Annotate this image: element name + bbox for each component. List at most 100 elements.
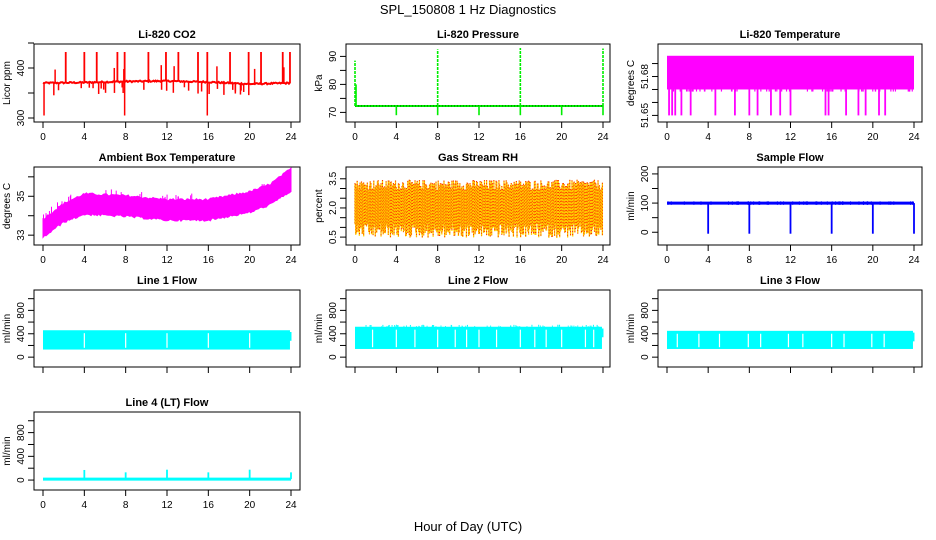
x-tick-label: 4 — [705, 132, 711, 143]
panel-line-3-flow: Line 3 Flow ml/min 0 400 800 — [626, 275, 923, 373]
panel-title: Line 3 Flow — [760, 275, 820, 287]
x-tick-label: 4 — [394, 132, 400, 143]
y-tick-label: 800 — [16, 424, 27, 441]
x-tick-label: 16 — [203, 255, 215, 266]
y-axis-label: ml/min — [626, 314, 637, 343]
x-tick-label: 16 — [203, 500, 215, 511]
x-tick-label: 8 — [123, 132, 129, 143]
x-tick-label: 4 — [82, 255, 88, 266]
x-tick-label: 4 — [705, 255, 711, 266]
x-tick-label: 16 — [515, 255, 527, 266]
x-tick-label: 8 — [435, 132, 441, 143]
band-area — [42, 166, 292, 239]
x-tick-label: 16 — [515, 132, 527, 143]
x-tick-label: 4 — [82, 132, 88, 143]
plot-box — [345, 289, 611, 368]
x-tick-label: 0 — [352, 132, 358, 143]
y-axis: 0.5 2.0 3.5 — [328, 171, 346, 244]
x-tick-label: 0 — [664, 255, 670, 266]
data-series — [354, 179, 604, 239]
y-axis-label: degrees C — [626, 60, 637, 106]
y-axis-label: ml/min — [2, 436, 13, 465]
x-tick-label: 16 — [826, 255, 838, 266]
y-axis: 33 35 — [16, 176, 34, 241]
x-tick-label: 0 — [40, 255, 46, 266]
panel-title: Sample Flow — [756, 152, 824, 164]
x-tick-label: 0 — [40, 500, 46, 511]
data-series — [354, 48, 604, 116]
y-tick-label: 400 — [16, 59, 27, 76]
x-tick-label: 16 — [203, 132, 215, 143]
data-series — [42, 52, 291, 116]
data-series — [667, 201, 915, 234]
panel-title: Li-820 Temperature — [740, 29, 841, 41]
panel-line-1-flow: Line 1 Flow ml/min 0 400 800 — [2, 275, 301, 373]
y-tick-label: 80 — [328, 78, 339, 90]
y-axis: 70 80 90 — [328, 50, 346, 118]
y-tick-label: 51.68 — [640, 64, 651, 89]
panel-title: Ambient Box Temperature — [99, 152, 236, 164]
panel-ambient-box-temperature: Ambient Box Temperature degrees C 0 4 8 12 16 2… — [2, 152, 301, 266]
band-area — [667, 330, 913, 349]
y-axis: 0 400 800 — [16, 298, 34, 360]
plot-box — [345, 43, 611, 123]
plot-box — [33, 289, 301, 368]
y-tick-label: 35 — [16, 190, 27, 202]
x-tick-label: 24 — [285, 255, 297, 266]
plot-box — [657, 289, 923, 368]
y-tick-label: 800 — [328, 302, 339, 319]
x-tick-label: 20 — [867, 132, 879, 143]
y-axis: 300 400 — [16, 42, 34, 126]
y-tick-label: 400 — [16, 325, 27, 342]
x-tick-label: 12 — [161, 500, 173, 511]
data-series — [667, 55, 914, 116]
panel-li-820-pressure: Li-820 Pressure kPa 0 4 8 12 16 20 24 70 80 90 — [314, 29, 611, 143]
x-axis: 0 4 8 12 16 20 24 — [352, 245, 609, 266]
x-tick-label: 24 — [908, 255, 920, 266]
panel-line-4-lt-flow: Line 4 (LT) Flow ml/min 0 4 8 12 16 20 24 0 400 800 — [2, 397, 301, 511]
y-tick-label: 800 — [640, 302, 651, 319]
y-tick-label: 400 — [328, 325, 339, 342]
x-tick-label: 20 — [556, 255, 568, 266]
x-tick-label: 0 — [352, 255, 358, 266]
panel-gas-stream-rh: Gas Stream RH percent 0 4 8 12 16 20 24 0.5 2.0 3.5 — [314, 152, 611, 266]
x-tick-label: 20 — [244, 132, 256, 143]
y-tick-label: 0 — [640, 354, 651, 360]
x-tick-label: 4 — [394, 255, 400, 266]
x-tick-label: 8 — [747, 132, 753, 143]
x-axis: 0 4 8 12 16 20 24 — [40, 122, 297, 143]
y-tick-label: 400 — [16, 448, 27, 465]
panel-title: Gas Stream RH — [438, 152, 518, 164]
panel-title: Li-820 Pressure — [437, 29, 519, 41]
plot-box — [345, 166, 611, 246]
y-axis-label: ml/min — [626, 191, 637, 220]
x-axis: 0 4 8 12 16 20 24 — [352, 122, 609, 143]
x-axis: 0 4 8 12 16 20 24 — [664, 122, 920, 143]
y-tick-label: 300 — [16, 109, 27, 126]
x-axis: 0 4 8 12 16 20 24 — [40, 245, 297, 266]
x-tick-label: 8 — [747, 255, 753, 266]
x-tick-label: 12 — [473, 255, 485, 266]
panel-li-820-co2: Li-820 CO2 Licor ppm 0 4 8 12 16 20 24 300 400 — [2, 29, 301, 143]
y-axis: 0 400 800 — [328, 298, 346, 360]
y-axis-label: kPa — [314, 74, 325, 92]
x-tick-label: 24 — [597, 132, 609, 143]
x-tick-label: 20 — [244, 500, 256, 511]
y-axis: 0 400 800 — [640, 298, 658, 360]
y-tick-label: 3.5 — [328, 171, 339, 185]
panel-title: Li-820 CO2 — [138, 29, 195, 41]
figure-title: SPL_150808 1 Hz Diagnostics — [380, 2, 557, 17]
x-axis — [666, 367, 915, 373]
data-series — [667, 330, 915, 349]
x-tick-label: 24 — [908, 132, 920, 143]
x-tick-label: 0 — [664, 132, 670, 143]
x-axis — [42, 367, 292, 373]
x-tick-label: 12 — [473, 132, 485, 143]
x-tick-label: 24 — [597, 255, 609, 266]
panel-title: Line 1 Flow — [137, 275, 197, 287]
panel-li-820-temperature: Li-820 Temperature degrees C 0 4 8 12 16 20 24 51… — [626, 29, 923, 143]
y-tick-label: 200 — [640, 165, 651, 182]
x-tick-label: 8 — [435, 255, 441, 266]
x-tick-label: 0 — [40, 132, 46, 143]
